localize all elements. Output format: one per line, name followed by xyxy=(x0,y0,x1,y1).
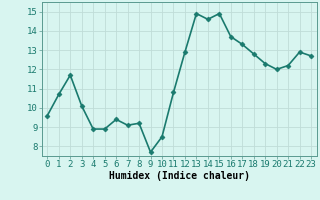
X-axis label: Humidex (Indice chaleur): Humidex (Indice chaleur) xyxy=(109,171,250,181)
